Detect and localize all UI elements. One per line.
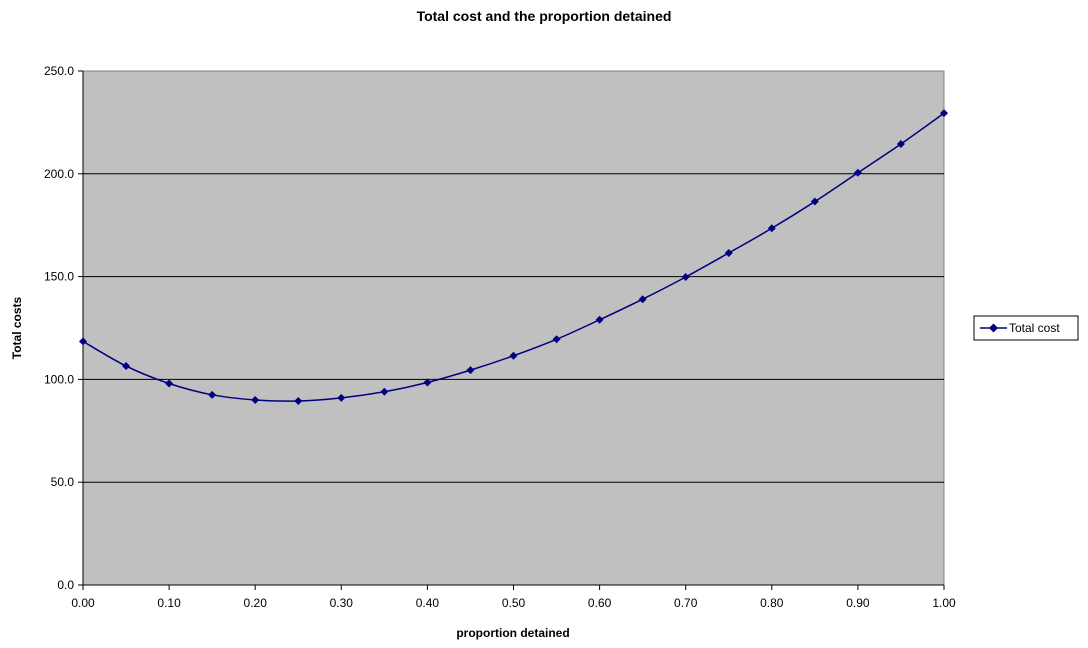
y-axis-title: Total costs: [10, 296, 24, 359]
data-point: [165, 379, 174, 388]
data-point: [466, 366, 475, 375]
x-tick-label: 0.90: [846, 596, 870, 610]
data-point: [681, 273, 690, 282]
data-point: [595, 315, 604, 324]
y-tick-label: 100.0: [44, 372, 74, 386]
legend-label: Total cost: [1009, 321, 1060, 335]
grid-lines: [83, 173, 944, 483]
data-point: [896, 139, 905, 148]
y-tick-label: 50.0: [51, 475, 75, 489]
chart-title: Total cost and the proportion detained: [417, 8, 672, 24]
plot-area: [82, 70, 945, 586]
x-tick-label: 0.00: [71, 596, 95, 610]
x-tick-label: 0.30: [330, 596, 354, 610]
x-tick-label: 0.70: [674, 596, 698, 610]
data-point: [208, 390, 217, 399]
data-point: [767, 224, 776, 233]
data-point: [122, 362, 131, 371]
axes: [78, 70, 945, 590]
data-point: [552, 335, 561, 344]
legend: Total cost: [973, 315, 1079, 341]
y-tick-label: 150.0: [44, 270, 74, 284]
data-point: [638, 295, 647, 304]
y-tick-labels: 0.0 50.0 100.0 150.0 200.0 250.0: [44, 64, 74, 592]
x-tick-label: 1.00: [932, 596, 956, 610]
x-tick-labels: 0.00 0.10 0.20 0.30 0.40 0.50 0.60 0.70 0.80 0.90…: [71, 596, 956, 610]
x-tick-label: 0.20: [244, 596, 268, 610]
data-point: [79, 337, 87, 346]
data-point: [810, 197, 819, 206]
data-point: [337, 393, 346, 402]
data-point: [724, 248, 733, 257]
x-tick-label: 0.40: [416, 596, 440, 610]
data-point: [423, 378, 432, 387]
x-tick-label: 0.50: [502, 596, 526, 610]
y-tick-label: 200.0: [44, 167, 74, 181]
x-tick-label: 0.60: [588, 596, 612, 610]
data-point: [251, 395, 260, 404]
x-tick-label: 0.10: [157, 596, 181, 610]
y-tick-label: 250.0: [44, 64, 74, 78]
y-tick-label: 0.0: [57, 578, 74, 592]
data-point: [509, 351, 518, 360]
data-point: [294, 396, 303, 405]
series-total-cost: [79, 109, 948, 405]
legend-marker: [989, 323, 998, 333]
data-point: [853, 168, 862, 177]
x-axis-title: proportion detained: [456, 626, 569, 640]
data-point: [380, 387, 389, 396]
data-point: [940, 109, 948, 118]
x-tick-label: 0.80: [760, 596, 784, 610]
